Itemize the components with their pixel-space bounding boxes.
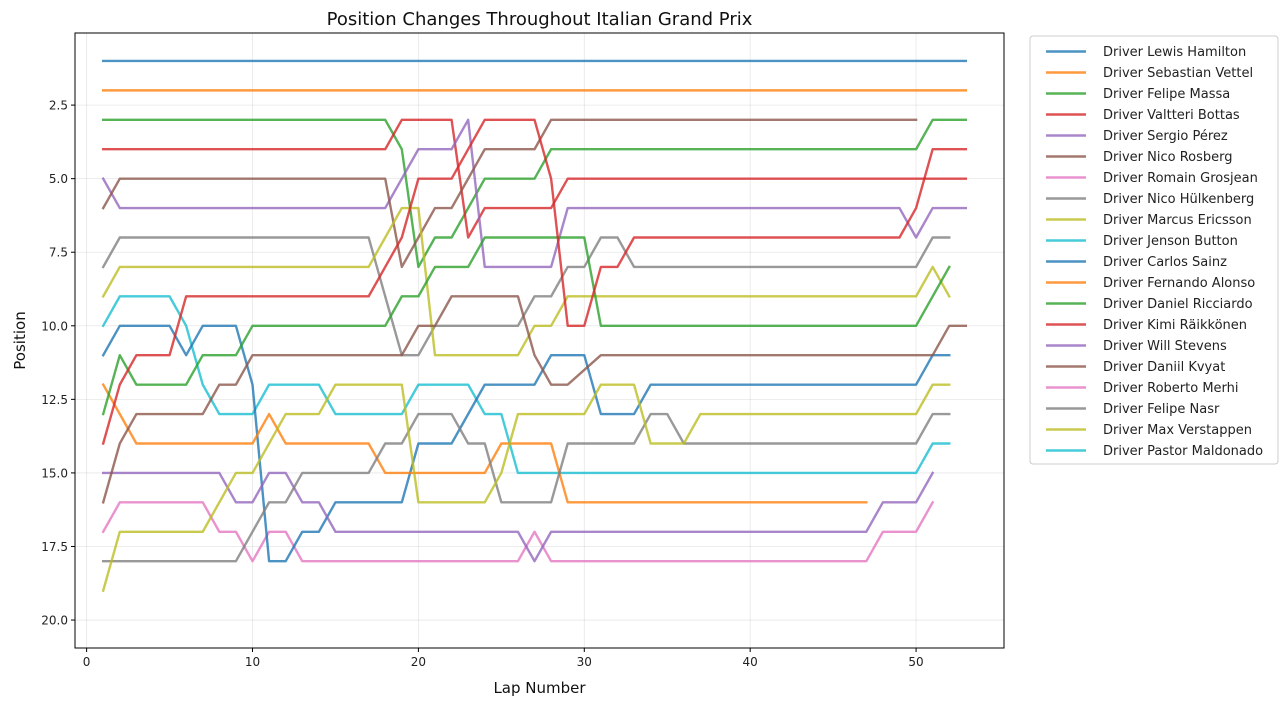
- legend-item-label: Driver Daniil Kvyat: [1103, 360, 1225, 375]
- x-tick-label: 0: [83, 655, 91, 669]
- legend-item-label: Driver Will Stevens: [1103, 339, 1227, 354]
- legend-item-label: Driver Roberto Merhi: [1103, 381, 1239, 396]
- legend-item-label: Driver Daniel Ricciardo: [1103, 297, 1253, 312]
- series-line-driver-daniil-kvyat: [101, 295, 968, 504]
- x-tick-label: 50: [908, 655, 923, 669]
- series-line-driver-sergio-perez: [101, 118, 968, 269]
- series-lines: [101, 59, 968, 593]
- x-axis-title: Lap Number: [493, 679, 586, 697]
- y-tick-label: 5.0: [49, 172, 68, 186]
- series-line-driver-will-stevens: [102, 471, 935, 563]
- series-line-driver-felipe-nasr: [102, 412, 951, 563]
- legend-item-label: Driver Nico Rosberg: [1103, 150, 1233, 165]
- plot-frame: [74, 32, 1005, 649]
- legend-item-label: Driver Felipe Nasr: [1103, 402, 1220, 417]
- legend-item-label: Driver Nico Hülkenberg: [1103, 192, 1254, 207]
- x-axis-ticks: 0 10 20 30 40 50: [83, 648, 924, 669]
- legend-item-label: Driver Fernando Alonso: [1103, 276, 1255, 291]
- x-tick-label: 30: [577, 655, 592, 669]
- series-line-driver-marcus-ericsson: [101, 206, 951, 357]
- legend-item-label: Driver Jenson Button: [1103, 234, 1238, 249]
- legend-item-label: Driver Felipe Massa: [1103, 87, 1230, 102]
- legend-item-label: Driver Kimi Räikkönen: [1103, 318, 1247, 333]
- legend-item-label: Driver Max Verstappen: [1103, 423, 1252, 438]
- y-axis-title: Position: [11, 311, 29, 369]
- legend-item-label: Driver Valtteri Bottas: [1103, 108, 1240, 123]
- legend-item-label: Driver Lewis Hamilton: [1103, 45, 1246, 60]
- legend-item-label: Driver Sebastian Vettel: [1103, 66, 1253, 81]
- series-line-driver-max-verstappen: [101, 383, 951, 593]
- x-tick-label: 40: [743, 655, 758, 669]
- y-tick-label: 15.0: [41, 466, 68, 480]
- legend-item-label: Driver Pastor Maldonado: [1103, 444, 1263, 459]
- y-tick-label: 7.5: [49, 246, 68, 260]
- series-line-driver-daniel-ricciardo: [101, 236, 951, 416]
- legend-item-label: Driver Marcus Ericsson: [1103, 213, 1252, 228]
- series-line-driver-kimi-raikkonen: [101, 118, 968, 445]
- y-tick-label: 12.5: [41, 393, 68, 407]
- plot-area: [75, 33, 1004, 648]
- legend-item-label: Driver Sergio Pérez: [1103, 129, 1228, 144]
- legend-box: [1029, 35, 1279, 465]
- y-axis-ticks: 2.5 5.0 7.5 10.0 12.5 15.0 17.5 20.0: [41, 99, 75, 628]
- chart-title: Position Changes Throughout Italian Gran…: [327, 9, 753, 30]
- y-tick-label: 10.0: [41, 319, 68, 333]
- legend-item-label: Driver Romain Grosjean: [1103, 171, 1258, 186]
- y-tick-label: 2.5: [49, 99, 68, 113]
- legend-item-label: Driver Carlos Sainz: [1103, 255, 1227, 270]
- x-tick-label: 10: [245, 655, 260, 669]
- y-tick-label: 17.5: [41, 540, 68, 554]
- series-line-driver-carlos-sainz: [101, 324, 951, 563]
- series-line-driver-felipe-massa: [102, 118, 968, 269]
- legend: Driver Lewis Hamilton Driver Sebastian Ve…: [1029, 35, 1279, 465]
- series-line-driver-valtteri-bottas: [102, 118, 968, 239]
- x-tick-label: 20: [411, 655, 426, 669]
- y-tick-label: 20.0: [41, 614, 68, 628]
